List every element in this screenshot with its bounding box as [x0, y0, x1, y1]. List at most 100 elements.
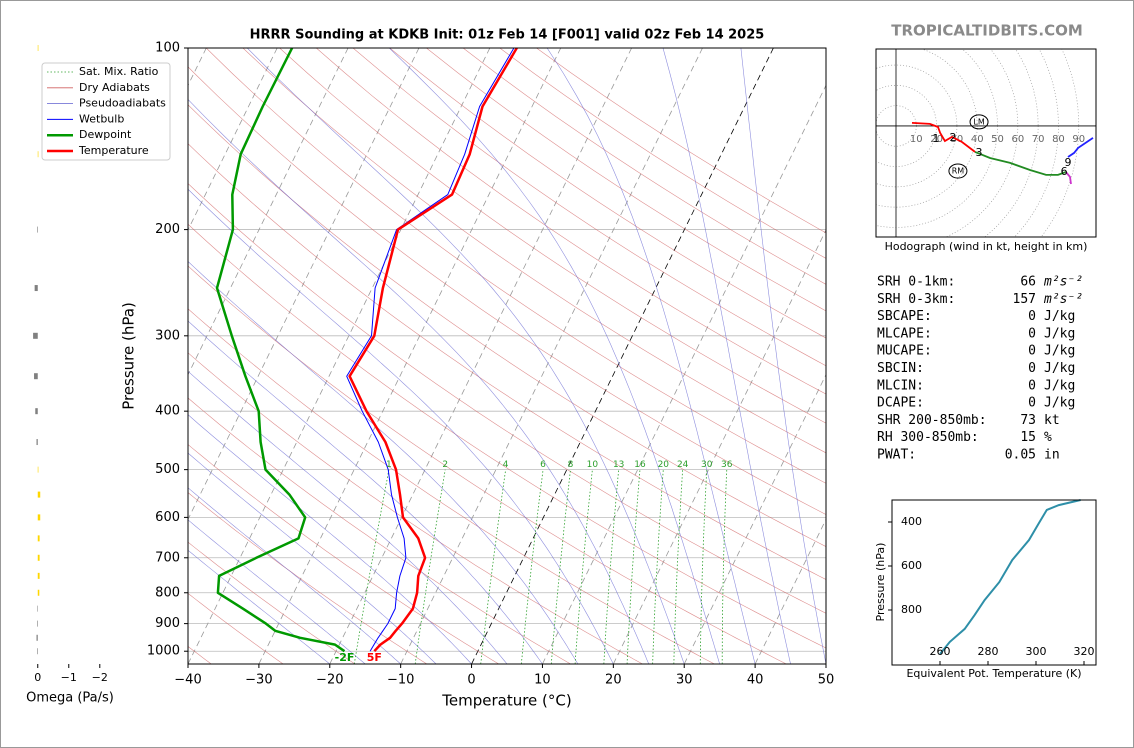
y-tick-label: 200: [155, 222, 180, 237]
x-tick-label: 20: [605, 673, 622, 688]
storm-motion-marker: [969, 114, 989, 130]
y-tick-label: 600: [155, 510, 180, 525]
legend-label: Wetbulb: [79, 112, 124, 125]
hodograph-trace: [1067, 137, 1094, 158]
omega-bar: [37, 45, 39, 51]
omega-bar: [34, 373, 38, 380]
x-tick-label: 30: [676, 673, 693, 688]
omega-bar: [37, 151, 39, 158]
mixing-ratio-label: 1: [386, 460, 392, 470]
legend-label: Dewpoint: [79, 128, 132, 141]
mixing-ratio-line: [521, 469, 544, 664]
storm-motion-label: LM: [973, 117, 984, 126]
mixing-ratio-label: 13: [613, 460, 624, 470]
x-tick-label: −40: [174, 673, 201, 688]
index-label: SHR 200-850mb:: [877, 413, 987, 428]
height-label: 9: [1064, 156, 1071, 169]
omega-bar: [37, 491, 41, 498]
theta-e-line: [939, 499, 1081, 655]
index-unit: kt: [1044, 413, 1060, 428]
omega-bar: [37, 605, 38, 612]
x-tick-label: 50: [818, 673, 835, 688]
surface-label: 5F: [367, 651, 382, 664]
hodograph-ring-label: 20: [930, 134, 943, 145]
site-credit: TROPICALTIDBITS.COM: [891, 22, 1083, 40]
index-value: 0: [1028, 326, 1036, 341]
omega-bar: [34, 285, 38, 292]
index-value: 157: [1013, 292, 1036, 307]
index-label: MUCAPE:: [877, 344, 932, 359]
index-label: SRH 0-3km:: [877, 292, 955, 307]
omega-bar: [37, 466, 39, 473]
dry-adiabat: [205, 48, 826, 484]
mixing-ratio-line: [626, 469, 641, 664]
index-unit: J/kg: [1044, 309, 1075, 324]
theta-e-x-tick-label: 280: [978, 645, 999, 658]
isotherm: [612, 229, 826, 664]
hodograph-ring-label: 90: [1072, 134, 1085, 145]
y-tick-label: 1000: [147, 644, 180, 659]
index-unit: J/kg: [1044, 326, 1075, 341]
index-value: 0: [1028, 396, 1036, 411]
index-value: 0: [1028, 344, 1036, 359]
index-label: MLCIN:: [877, 378, 924, 393]
theta-e-x-tick-label: 260: [930, 645, 951, 658]
omega-bar: [36, 439, 38, 446]
omega-bar: [37, 589, 40, 596]
mixing-ratio-line: [414, 469, 446, 664]
hodograph-ring-label: 50: [991, 134, 1004, 145]
dry-adiabat: [316, 48, 826, 395]
y-tick-label: 800: [155, 585, 180, 600]
theta-e-y-tick-label: 400: [901, 515, 922, 528]
hodograph-trace: [911, 122, 976, 153]
dry-adiabat: [188, 308, 715, 664]
y-tick-label: 900: [155, 616, 180, 631]
hodograph-caption: Hodograph (wind in kt, height in km): [885, 240, 1088, 253]
legend-label: Pseudoadiabats: [79, 97, 166, 110]
mixing-ratio-label: 24: [677, 460, 689, 470]
index-label: MLCAPE:: [877, 326, 932, 341]
pseudoadiabat: [188, 549, 330, 664]
dry-adiabat: [188, 593, 284, 664]
index-label: PWAT:: [877, 448, 916, 463]
mixing-ratio-line: [603, 469, 620, 664]
theta-e-x-tick-label: 300: [1026, 645, 1047, 658]
mixing-ratio-line: [480, 469, 507, 664]
zero-isotherm: [471, 48, 774, 664]
index-label: RH 300-850mb:: [877, 430, 979, 445]
x-tick-label: 40: [747, 673, 764, 688]
legend-box: [41, 62, 171, 161]
pseudoadiabat: [389, 48, 720, 664]
hodograph-frame: [875, 48, 1097, 238]
index-unit: J/kg: [1044, 396, 1075, 411]
index-unit: J/kg: [1044, 361, 1075, 376]
index-label: SBCAPE:: [877, 309, 932, 324]
hodograph-ring-label: 80: [1052, 134, 1065, 145]
y-axis-label: Pressure (hPa): [120, 302, 138, 410]
index-label: DCAPE:: [877, 396, 924, 411]
storm-motion-label: RM: [952, 167, 965, 176]
isotherm: [188, 48, 278, 231]
omega-tick-label: −1: [61, 671, 77, 684]
x-tick-label: −30: [245, 673, 272, 688]
index-unit: m²s⁻²: [1043, 292, 1083, 307]
mixing-ratio-label: 4: [503, 460, 509, 470]
dry-adiabat: [188, 397, 571, 664]
isotherm: [683, 373, 826, 664]
pseudoadiabat: [188, 452, 437, 664]
surface-label: -2F: [335, 651, 355, 664]
index-unit: J/kg: [1044, 378, 1075, 393]
omega-bar: [37, 648, 38, 655]
theta-e-frame: [891, 499, 1097, 666]
dry-adiabat: [188, 265, 787, 664]
pseudoadiabat: [188, 487, 401, 664]
y-tick-label: 300: [155, 328, 180, 343]
pseudoadiabat: [740, 48, 826, 664]
omega-bar: [36, 634, 38, 641]
hodograph-ring-label: 40: [971, 134, 984, 145]
mixing-ratio-label: 36: [721, 460, 733, 470]
index-value: 15: [1020, 430, 1036, 445]
dry-adiabat: [188, 352, 643, 664]
